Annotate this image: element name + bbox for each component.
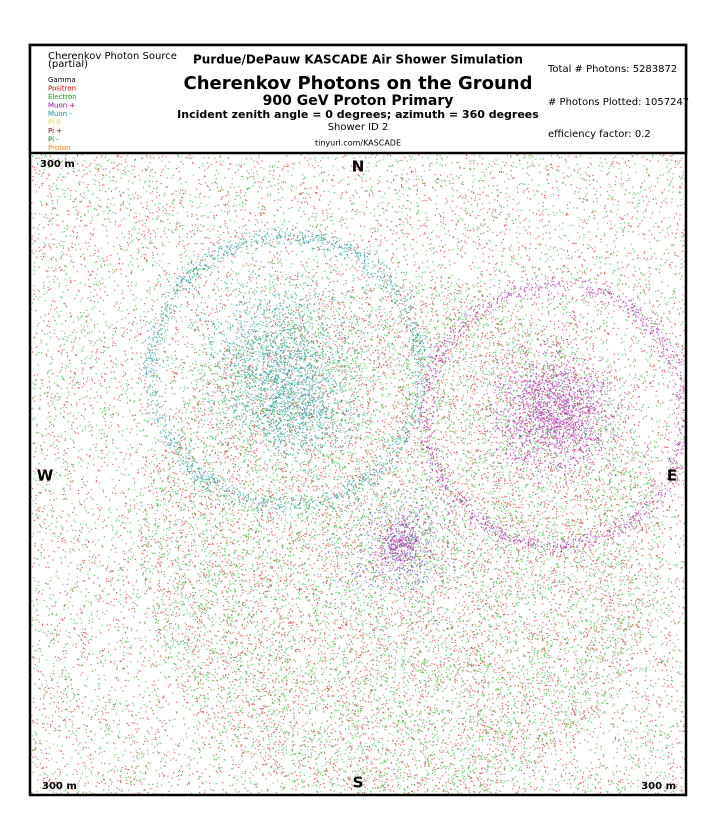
legend-entry: Muon -	[48, 110, 72, 118]
header-box	[28, 43, 688, 155]
legend-entry: Gamma	[48, 76, 76, 84]
photon-dots	[31, 154, 686, 796]
title: Cherenkov Photons on the Ground	[184, 73, 533, 94]
east: E	[667, 467, 677, 485]
north: N	[352, 158, 365, 176]
shower-id: Shower ID 2	[328, 122, 389, 133]
legend-entry: Pi 0	[48, 119, 61, 127]
photon-dots	[276, 455, 496, 630]
scale-label: 300 m	[641, 781, 676, 792]
source-title: Cherenkov Photon Source	[48, 51, 177, 62]
project: Purdue/DePauw KASCADE Air Shower Simulat…	[193, 53, 523, 67]
legend-entry: Muon +	[48, 102, 75, 110]
photons-plotted: # Photons Plotted: 1057247	[548, 97, 689, 108]
total-photons: Total # Photons: 5283872	[547, 64, 677, 75]
photon-dots	[361, 273, 687, 590]
south: S	[353, 774, 364, 792]
legend-entry: Proton	[48, 144, 71, 152]
subtitle: 900 GeV Proton Primary	[263, 93, 454, 109]
scale-label: 300 m	[40, 159, 75, 170]
west: W	[37, 467, 54, 485]
legend-entry: Positron	[48, 85, 76, 93]
efficiency: efficiency factor: 0.2	[548, 129, 651, 140]
photon-scatter	[31, 154, 687, 796]
angles: Incident zenith angle = 0 degrees; azimu…	[177, 108, 539, 121]
photon-dots	[31, 154, 686, 796]
legend-entry: Electron	[48, 93, 77, 101]
scale-label: 300 m	[42, 781, 77, 792]
legend-entry: Pi +	[48, 127, 62, 135]
legend-entry: Pi -	[48, 136, 59, 144]
source-note: (partial)	[48, 59, 88, 70]
photon-dots	[142, 227, 431, 519]
url: tinyurl.com/KASCADE	[315, 139, 401, 148]
